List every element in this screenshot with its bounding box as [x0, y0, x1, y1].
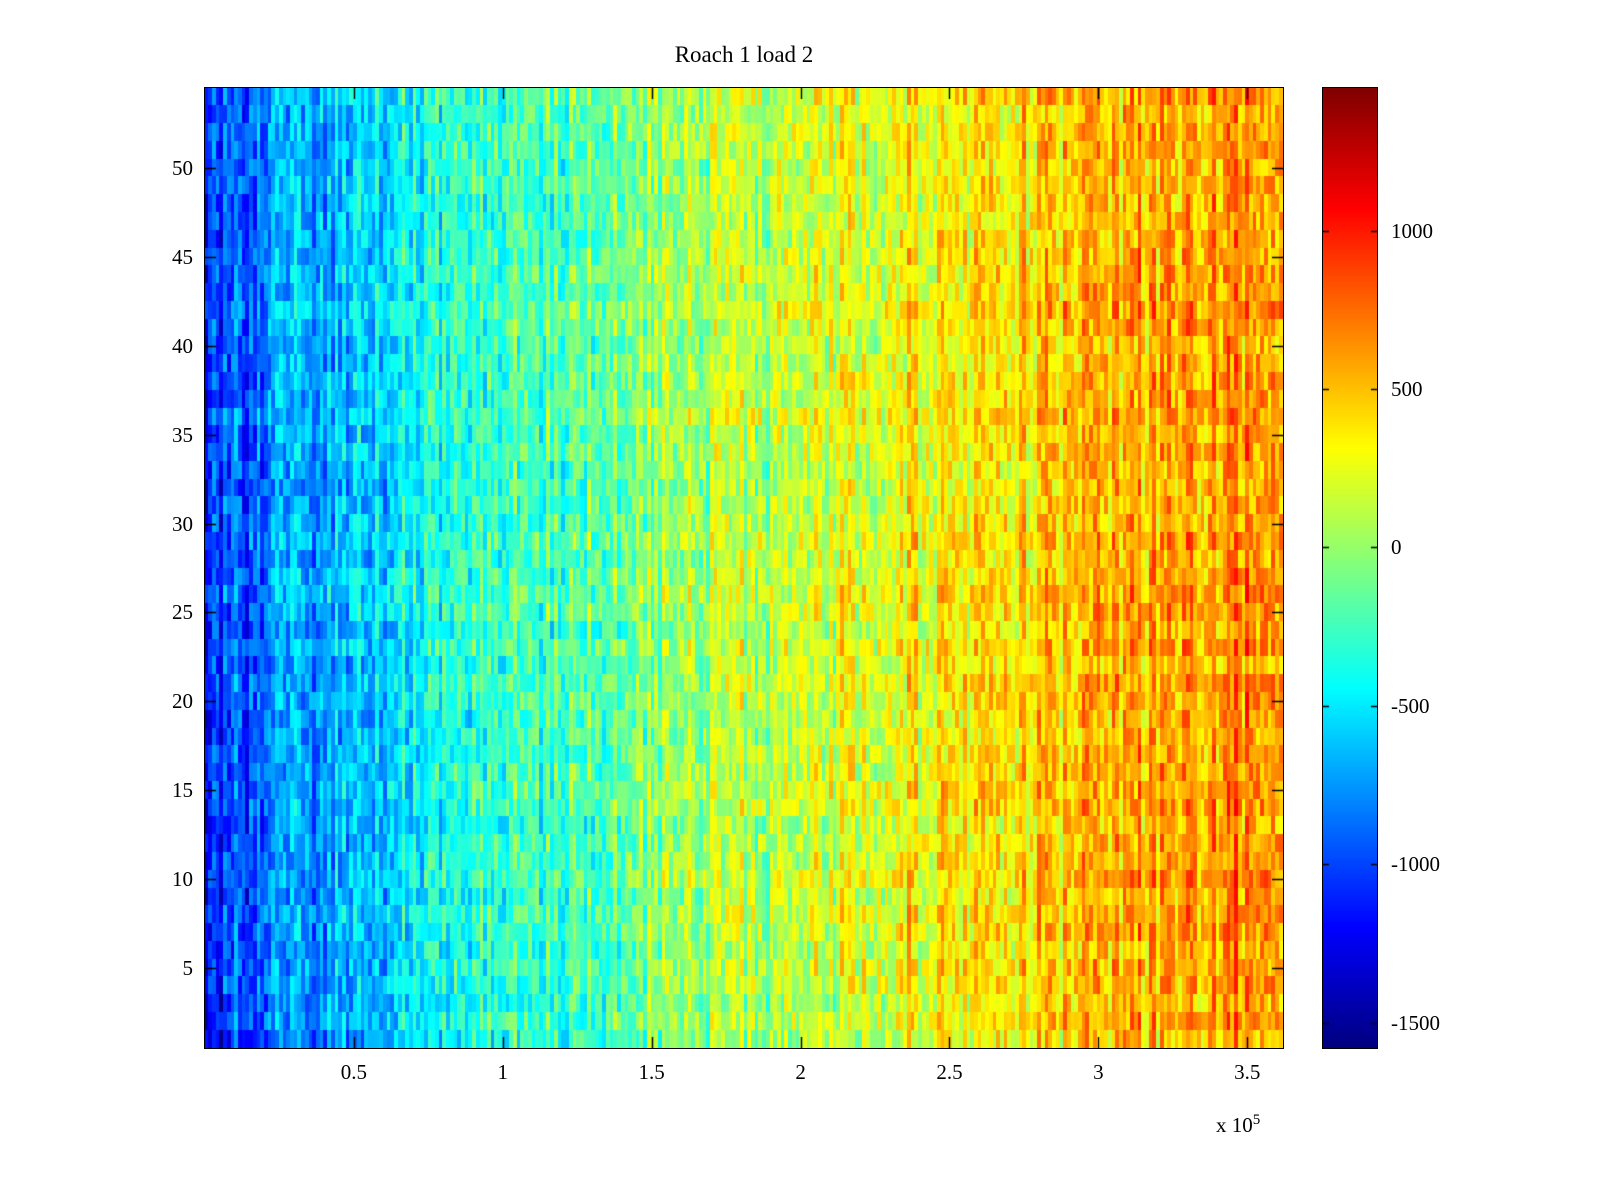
y-axis-tick-label: 25	[172, 600, 193, 625]
x-axis-tick-label: 1.5	[638, 1060, 665, 1084]
y-axis-tick-label: 35	[172, 422, 193, 447]
x-axis-exponent-label: x 105	[1216, 1112, 1260, 1138]
y-axis-tick-label: 20	[172, 689, 193, 714]
colorbar-tick-label: -1500	[1391, 1010, 1440, 1035]
y-axis-tick-label: 40	[172, 333, 193, 358]
x-axis-tick-label: 3	[1093, 1060, 1104, 1084]
chart-title: Roach 1 load 2	[674, 42, 814, 67]
heatmap-canvas	[204, 87, 1284, 1049]
x-axis-tick-label: 0.5	[340, 1060, 368, 1084]
y-axis-tick-label: 10	[172, 867, 193, 892]
x-axis-exponent-base: x 10	[1216, 1113, 1253, 1137]
colorbar-tick-label: -500	[1391, 693, 1430, 718]
x-axis-tick-label: 2	[795, 1060, 806, 1084]
y-axis-tick-label: 15	[172, 778, 193, 803]
x-axis-exponent-power: 5	[1252, 1112, 1261, 1128]
x-axis-tick-label: 3.5	[1234, 1060, 1261, 1084]
colorbar-tick-label: 1000	[1391, 218, 1433, 243]
y-axis-tick-label: 50	[172, 156, 193, 180]
colorbar-tick-label: 0	[1391, 535, 1402, 560]
colorbar-canvas	[1322, 87, 1378, 1049]
y-axis-tick-label: 5	[182, 956, 194, 980]
y-axis-tick-label: 30	[172, 511, 193, 536]
x-axis-tick-label: 2.5	[936, 1060, 963, 1084]
colorbar-tick-label: 500	[1391, 376, 1423, 401]
colorbar-tick-label: -1000	[1391, 852, 1440, 877]
y-axis-tick-label: 45	[172, 244, 193, 269]
x-axis-tick-label: 1	[497, 1060, 509, 1084]
